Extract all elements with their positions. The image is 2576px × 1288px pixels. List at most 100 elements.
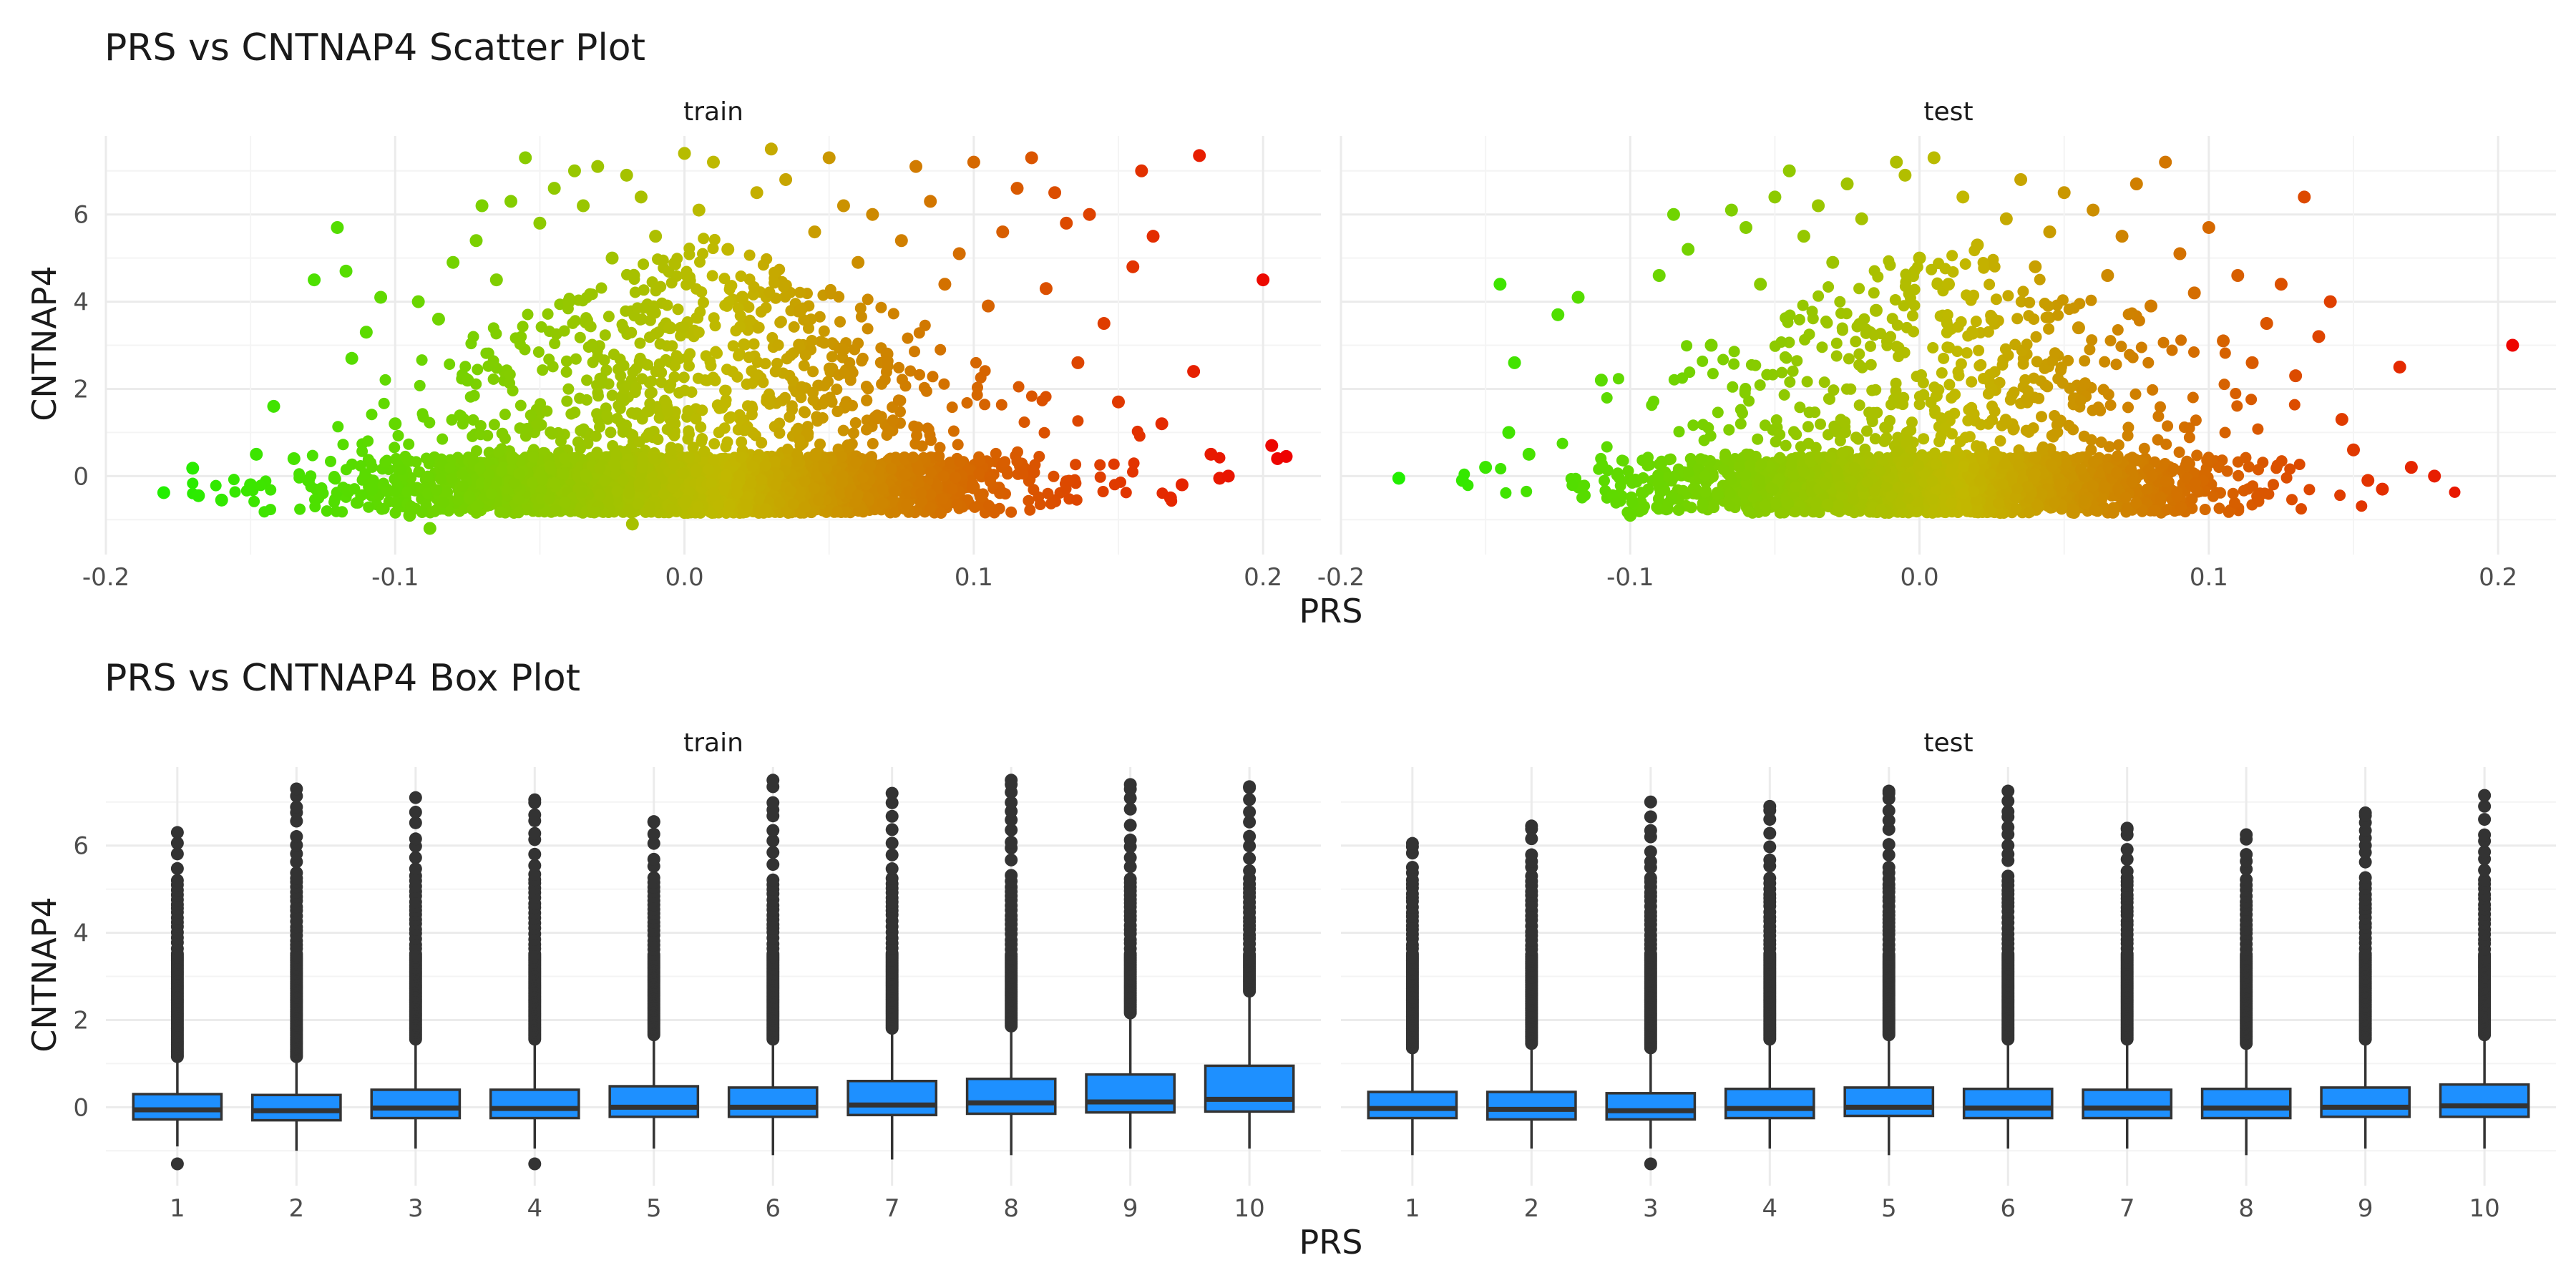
scatter-point [567, 164, 581, 177]
scatter-point [678, 147, 691, 160]
scatter-point [2404, 461, 2418, 474]
scatter-point [1163, 491, 1177, 504]
box-x-tick-label: 1 [170, 1194, 185, 1223]
scatter-point [866, 208, 879, 221]
box-x-tick-label: 7 [884, 1194, 900, 1223]
box-outlier-max [2240, 828, 2253, 841]
scatter-point [1985, 312, 1999, 326]
scatter-point [431, 312, 445, 326]
box-6 [727, 774, 819, 1156]
scatter-point [215, 493, 228, 507]
scatter-point [244, 478, 258, 492]
scatter-point [2115, 230, 2129, 243]
scatter-point [1392, 472, 1405, 485]
box-iqr [1085, 1073, 1176, 1114]
scatter-point [192, 489, 205, 502]
box-4 [1724, 799, 1815, 1149]
box-iqr [608, 1085, 700, 1118]
scatter-point [750, 186, 763, 200]
box-x-tick-label: 9 [2358, 1194, 2373, 1223]
scatter-point [852, 255, 865, 269]
scatter-point [1956, 190, 1970, 204]
scatter-point [1221, 469, 1235, 483]
scatter-point [1682, 243, 1695, 256]
scatter-point [1479, 461, 1493, 474]
box-iqr [1204, 1064, 1295, 1113]
scatter-point [2145, 299, 2157, 313]
scatter-point [822, 151, 836, 165]
scatter-point [1754, 278, 1767, 291]
box-6 [1962, 784, 2054, 1149]
box-iqr [2320, 1086, 2411, 1118]
scatter-point [1155, 417, 1169, 431]
box-outliers [1405, 840, 1419, 1055]
box-outliers [528, 796, 542, 1046]
scatter-point [1913, 251, 1926, 265]
scatter-point-cloud [1458, 245, 2461, 519]
box-title: PRS vs CNTNAP4 Box Plot [104, 657, 580, 700]
box-iqr [2439, 1083, 2530, 1118]
box-x-tick-label: 8 [1003, 1194, 1019, 1223]
box-x-tick-label: 1 [1405, 1194, 1420, 1223]
box-y-tick-label: 6 [73, 832, 89, 861]
scatter-point [339, 264, 353, 278]
scatter-point [1571, 291, 1585, 304]
scatter-point [1083, 208, 1096, 221]
scatter-point [519, 151, 532, 165]
scatter-point [547, 182, 561, 195]
box-outlier-min [1644, 1157, 1657, 1171]
scatter-point [2347, 443, 2360, 457]
box-x-tick-label: 2 [1524, 1194, 1540, 1223]
box-outlier-max [1123, 778, 1137, 791]
scatter-point [2014, 172, 2028, 186]
scatter-point [1455, 474, 1469, 487]
scatter-point-cloud [187, 233, 1226, 519]
scatter-point [2057, 186, 2071, 200]
scatter-point [302, 474, 315, 487]
scatter-point [1740, 220, 1752, 234]
scatter-point [1039, 282, 1053, 296]
box-7 [2082, 821, 2173, 1149]
scatter-point [779, 172, 793, 186]
box-outliers [1763, 804, 1777, 1046]
scatter-point [692, 203, 706, 217]
box-outliers [2478, 799, 2492, 1042]
scatter-point [996, 225, 1010, 239]
scatter-point [475, 199, 489, 213]
scatter-point [1898, 168, 1912, 182]
scatter-point [1175, 478, 1189, 492]
scatter-x-tick-label: 0.0 [1901, 563, 1939, 592]
box-outlier-max [2478, 789, 2492, 802]
box-x-tick-label: 4 [1762, 1194, 1777, 1223]
scatter-point [2129, 177, 2143, 191]
box-5 [1843, 784, 1935, 1156]
scatter-point [2289, 369, 2303, 383]
scatter-point [1826, 255, 1840, 269]
scatter-x-tick-label: -0.1 [371, 563, 419, 592]
scatter-point [1652, 269, 1666, 282]
box-outliers [2358, 809, 2372, 1046]
box-iqr [965, 1077, 1057, 1116]
scatter-point [1927, 151, 1941, 165]
scatter-point [489, 273, 503, 287]
box-iqr [1843, 1086, 1935, 1118]
scatter-point [533, 216, 547, 230]
scatter-point [1855, 212, 1868, 225]
scatter-y-tick-label: 4 [73, 288, 89, 317]
box-iqr [847, 1080, 938, 1117]
scatter-point [359, 326, 373, 339]
scatter-point [1135, 164, 1148, 177]
box-y-tick-label: 4 [73, 919, 89, 948]
scatter-strip-test: test [1923, 97, 1973, 127]
scatter-x-tick-label: 0.2 [1244, 563, 1282, 592]
scatter-point [2072, 321, 2085, 335]
box-iqr [251, 1093, 342, 1122]
box-10 [1204, 780, 1295, 1149]
scatter-point [1126, 260, 1140, 273]
scatter-point [469, 234, 483, 248]
scatter-point [924, 195, 937, 208]
scatter-point [880, 347, 894, 361]
scatter-point [1782, 164, 1796, 177]
box-outlier-max [647, 815, 660, 829]
box-outlier-max [528, 793, 542, 806]
